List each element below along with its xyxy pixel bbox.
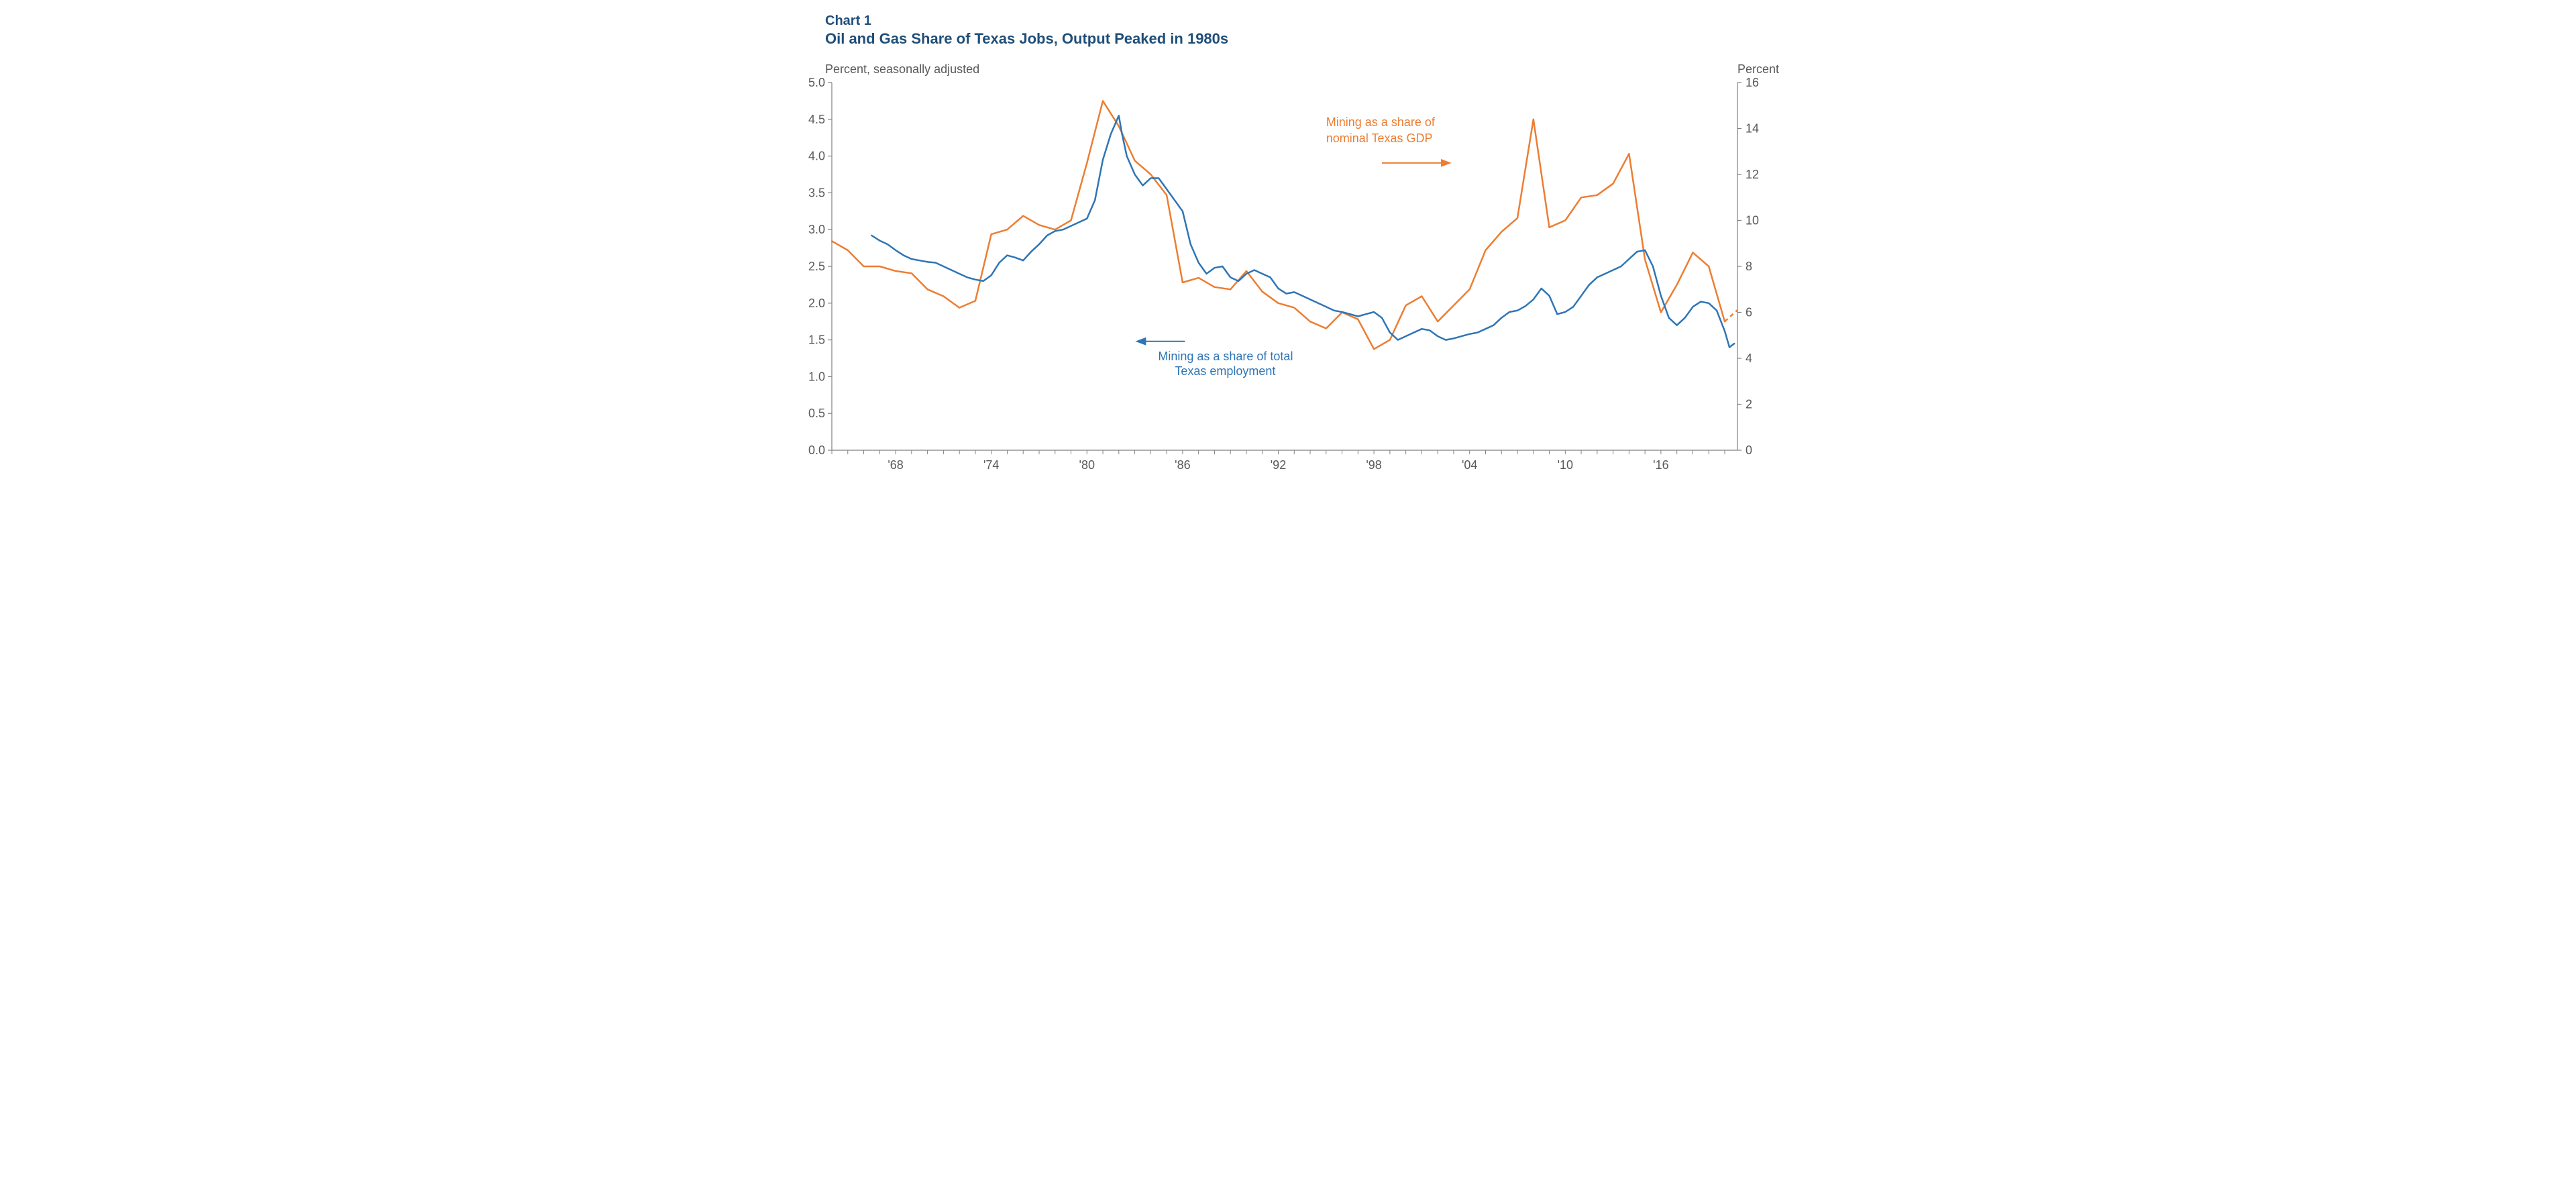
svg-text:1.0: 1.0	[808, 370, 825, 383]
svg-text:3.5: 3.5	[808, 186, 825, 199]
svg-text:8: 8	[1746, 260, 1752, 273]
svg-text:0: 0	[1746, 444, 1752, 457]
svg-text:Mining as a share of total: Mining as a share of total	[1158, 350, 1293, 363]
series-gdp-dashed-tail	[1725, 310, 1737, 321]
svg-text:2: 2	[1746, 398, 1752, 411]
svg-text:'80: '80	[1079, 458, 1095, 472]
chart-number: Chart 1	[825, 13, 1784, 29]
svg-text:5.0: 5.0	[808, 76, 825, 89]
svg-text:Percent: Percent	[1737, 62, 1779, 76]
svg-text:12: 12	[1746, 168, 1759, 181]
svg-text:6: 6	[1746, 306, 1752, 319]
chart-container: Chart 1 Oil and Gas Share of Texas Jobs,…	[778, 0, 1798, 490]
svg-text:'04: '04	[1462, 458, 1477, 472]
svg-text:'86: '86	[1175, 458, 1190, 472]
svg-text:'98: '98	[1366, 458, 1381, 472]
svg-text:16: 16	[1746, 76, 1759, 89]
svg-text:10: 10	[1746, 214, 1759, 227]
plot-area: Percent, seasonally adjusted Percent 0.0 0.…	[792, 54, 1784, 484]
annotation-employment: Mining as a share of totalTexas employme…	[1138, 342, 1293, 378]
svg-text:nominal Texas GDP: nominal Texas GDP	[1326, 132, 1433, 145]
svg-text:0.5: 0.5	[808, 407, 825, 420]
svg-text:4.0: 4.0	[808, 150, 825, 163]
svg-text:4: 4	[1746, 352, 1752, 365]
svg-text:Texas employment: Texas employment	[1175, 364, 1275, 378]
annotation-gdp: Mining as a share of nominal Texas GDP	[1326, 115, 1449, 163]
line-chart-svg: Percent, seasonally adjusted Percent 0.0 0.…	[792, 54, 1784, 484]
svg-text:14: 14	[1746, 122, 1759, 136]
svg-text:1.5: 1.5	[808, 333, 825, 347]
svg-text:'68: '68	[888, 458, 903, 472]
svg-text:3.0: 3.0	[808, 223, 825, 236]
svg-text:'74: '74	[983, 458, 999, 472]
chart-title: Oil and Gas Share of Texas Jobs, Output …	[825, 30, 1784, 48]
svg-text:Mining as a share of: Mining as a share of	[1326, 115, 1436, 129]
svg-text:'92: '92	[1271, 458, 1286, 472]
svg-text:'16: '16	[1653, 458, 1668, 472]
svg-text:0.0: 0.0	[808, 444, 825, 457]
svg-text:'10: '10	[1558, 458, 1573, 472]
svg-text:2.0: 2.0	[808, 297, 825, 310]
svg-text:Percent, seasonally adjusted: Percent, seasonally adjusted	[825, 62, 979, 76]
svg-text:2.5: 2.5	[808, 260, 825, 273]
svg-text:4.5: 4.5	[808, 113, 825, 126]
series-gdp-line	[832, 101, 1725, 349]
